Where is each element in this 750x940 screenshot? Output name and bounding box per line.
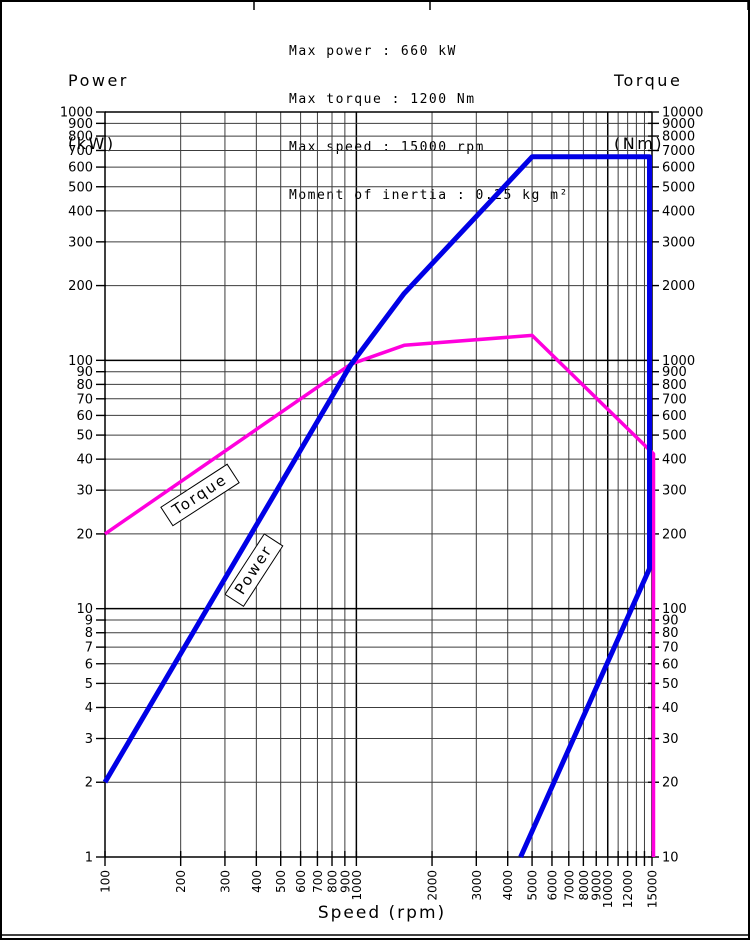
svg-text:3: 3 [85,732,93,747]
spec-info-block: Max power : 660 kW Max torque : 1200 Nm … [289,12,569,236]
svg-text:900: 900 [662,365,687,380]
right-axis-title-unit: (Nm) [614,134,665,153]
svg-text:10000: 10000 [662,106,703,121]
svg-text:9: 9 [85,614,93,629]
svg-text:500: 500 [662,429,687,444]
svg-text:7: 7 [85,641,93,656]
svg-text:100: 100 [99,870,113,893]
svg-text:200: 200 [68,279,93,294]
svg-text:600: 600 [294,870,308,893]
svg-text:9000: 9000 [590,870,604,901]
right-axis-title: Torque (Nm) [614,28,682,196]
svg-text:100: 100 [662,602,687,617]
svg-text:2: 2 [85,776,93,791]
left-axis-title: Power (kW) [68,28,129,196]
svg-text:70: 70 [662,641,679,656]
svg-text:2000: 2000 [662,279,695,294]
svg-text:7000: 7000 [662,144,695,159]
svg-text:200: 200 [662,527,687,542]
svg-text:300: 300 [68,235,93,250]
x-axis-title: Speed (rpm) [317,903,447,923]
svg-text:8000: 8000 [662,130,695,145]
svg-text:12000: 12000 [621,870,635,908]
left-axis-title-unit: (kW) [68,134,116,153]
svg-text:6: 6 [85,657,93,672]
svg-text:100: 100 [68,354,93,369]
svg-text:50: 50 [662,677,679,692]
power-curve [102,154,652,859]
svg-text:300: 300 [662,484,687,499]
svg-text:90: 90 [76,365,93,380]
svg-text:500: 500 [274,870,288,893]
svg-text:8000: 8000 [577,870,591,901]
right-axis-title-name: Torque [614,71,683,90]
svg-text:400: 400 [662,453,687,468]
svg-text:300: 300 [218,870,232,893]
svg-text:20: 20 [76,527,93,542]
svg-text:700: 700 [662,392,687,407]
svg-text:5: 5 [85,677,93,692]
torque-curve [104,333,656,857]
svg-text:900: 900 [338,870,352,893]
svg-text:60: 60 [76,409,93,424]
svg-text:1: 1 [85,851,93,866]
svg-text:8: 8 [85,626,93,641]
svg-text:80: 80 [662,626,679,641]
svg-text:7000: 7000 [562,870,576,901]
svg-text:2000: 2000 [426,870,440,901]
svg-text:6000: 6000 [545,870,559,901]
svg-text:700: 700 [311,870,325,893]
svg-text:4000: 4000 [501,870,515,901]
svg-text:1000: 1000 [350,870,364,901]
svg-text:800: 800 [326,870,340,893]
svg-text:400: 400 [250,870,264,893]
svg-text:400: 400 [68,204,93,219]
svg-text:30: 30 [76,484,93,499]
svg-text:4: 4 [85,701,93,716]
svg-text:5000: 5000 [662,180,695,195]
svg-text:60: 60 [662,657,679,672]
svg-text:15000: 15000 [646,870,660,908]
svg-text:900: 900 [68,117,93,132]
spec-max-power: Max power : 660 kW [289,44,457,59]
svg-text:90: 90 [662,614,679,629]
svg-text:70: 70 [76,392,93,407]
svg-text:5000: 5000 [526,870,540,901]
svg-text:10: 10 [662,851,679,866]
svg-text:3000: 3000 [662,235,695,250]
svg-text:40: 40 [662,701,679,716]
svg-text:1000: 1000 [662,354,695,369]
svg-text:500: 500 [68,180,93,195]
svg-text:10000: 10000 [601,870,615,908]
series [102,154,656,859]
spec-max-torque: Max torque : 1200 Nm [289,92,476,107]
svg-text:20: 20 [662,776,679,791]
svg-text:10: 10 [76,602,93,617]
svg-text:4000: 4000 [662,204,695,219]
svg-text:1000: 1000 [60,106,93,121]
svg-text:40: 40 [76,453,93,468]
svg-text:6000: 6000 [662,161,695,176]
svg-text:800: 800 [662,378,687,393]
svg-text:80: 80 [76,378,93,393]
svg-text:600: 600 [68,161,93,176]
svg-text:800: 800 [68,130,93,145]
svg-text:700: 700 [68,144,93,159]
svg-text:30: 30 [662,732,679,747]
svg-text:200: 200 [174,870,188,893]
svg-text:9000: 9000 [662,117,695,132]
grid [104,111,653,858]
svg-text:600: 600 [662,409,687,424]
left-axis-title-name: Power [68,71,129,90]
svg-text:50: 50 [76,429,93,444]
svg-text:3000: 3000 [470,870,484,901]
